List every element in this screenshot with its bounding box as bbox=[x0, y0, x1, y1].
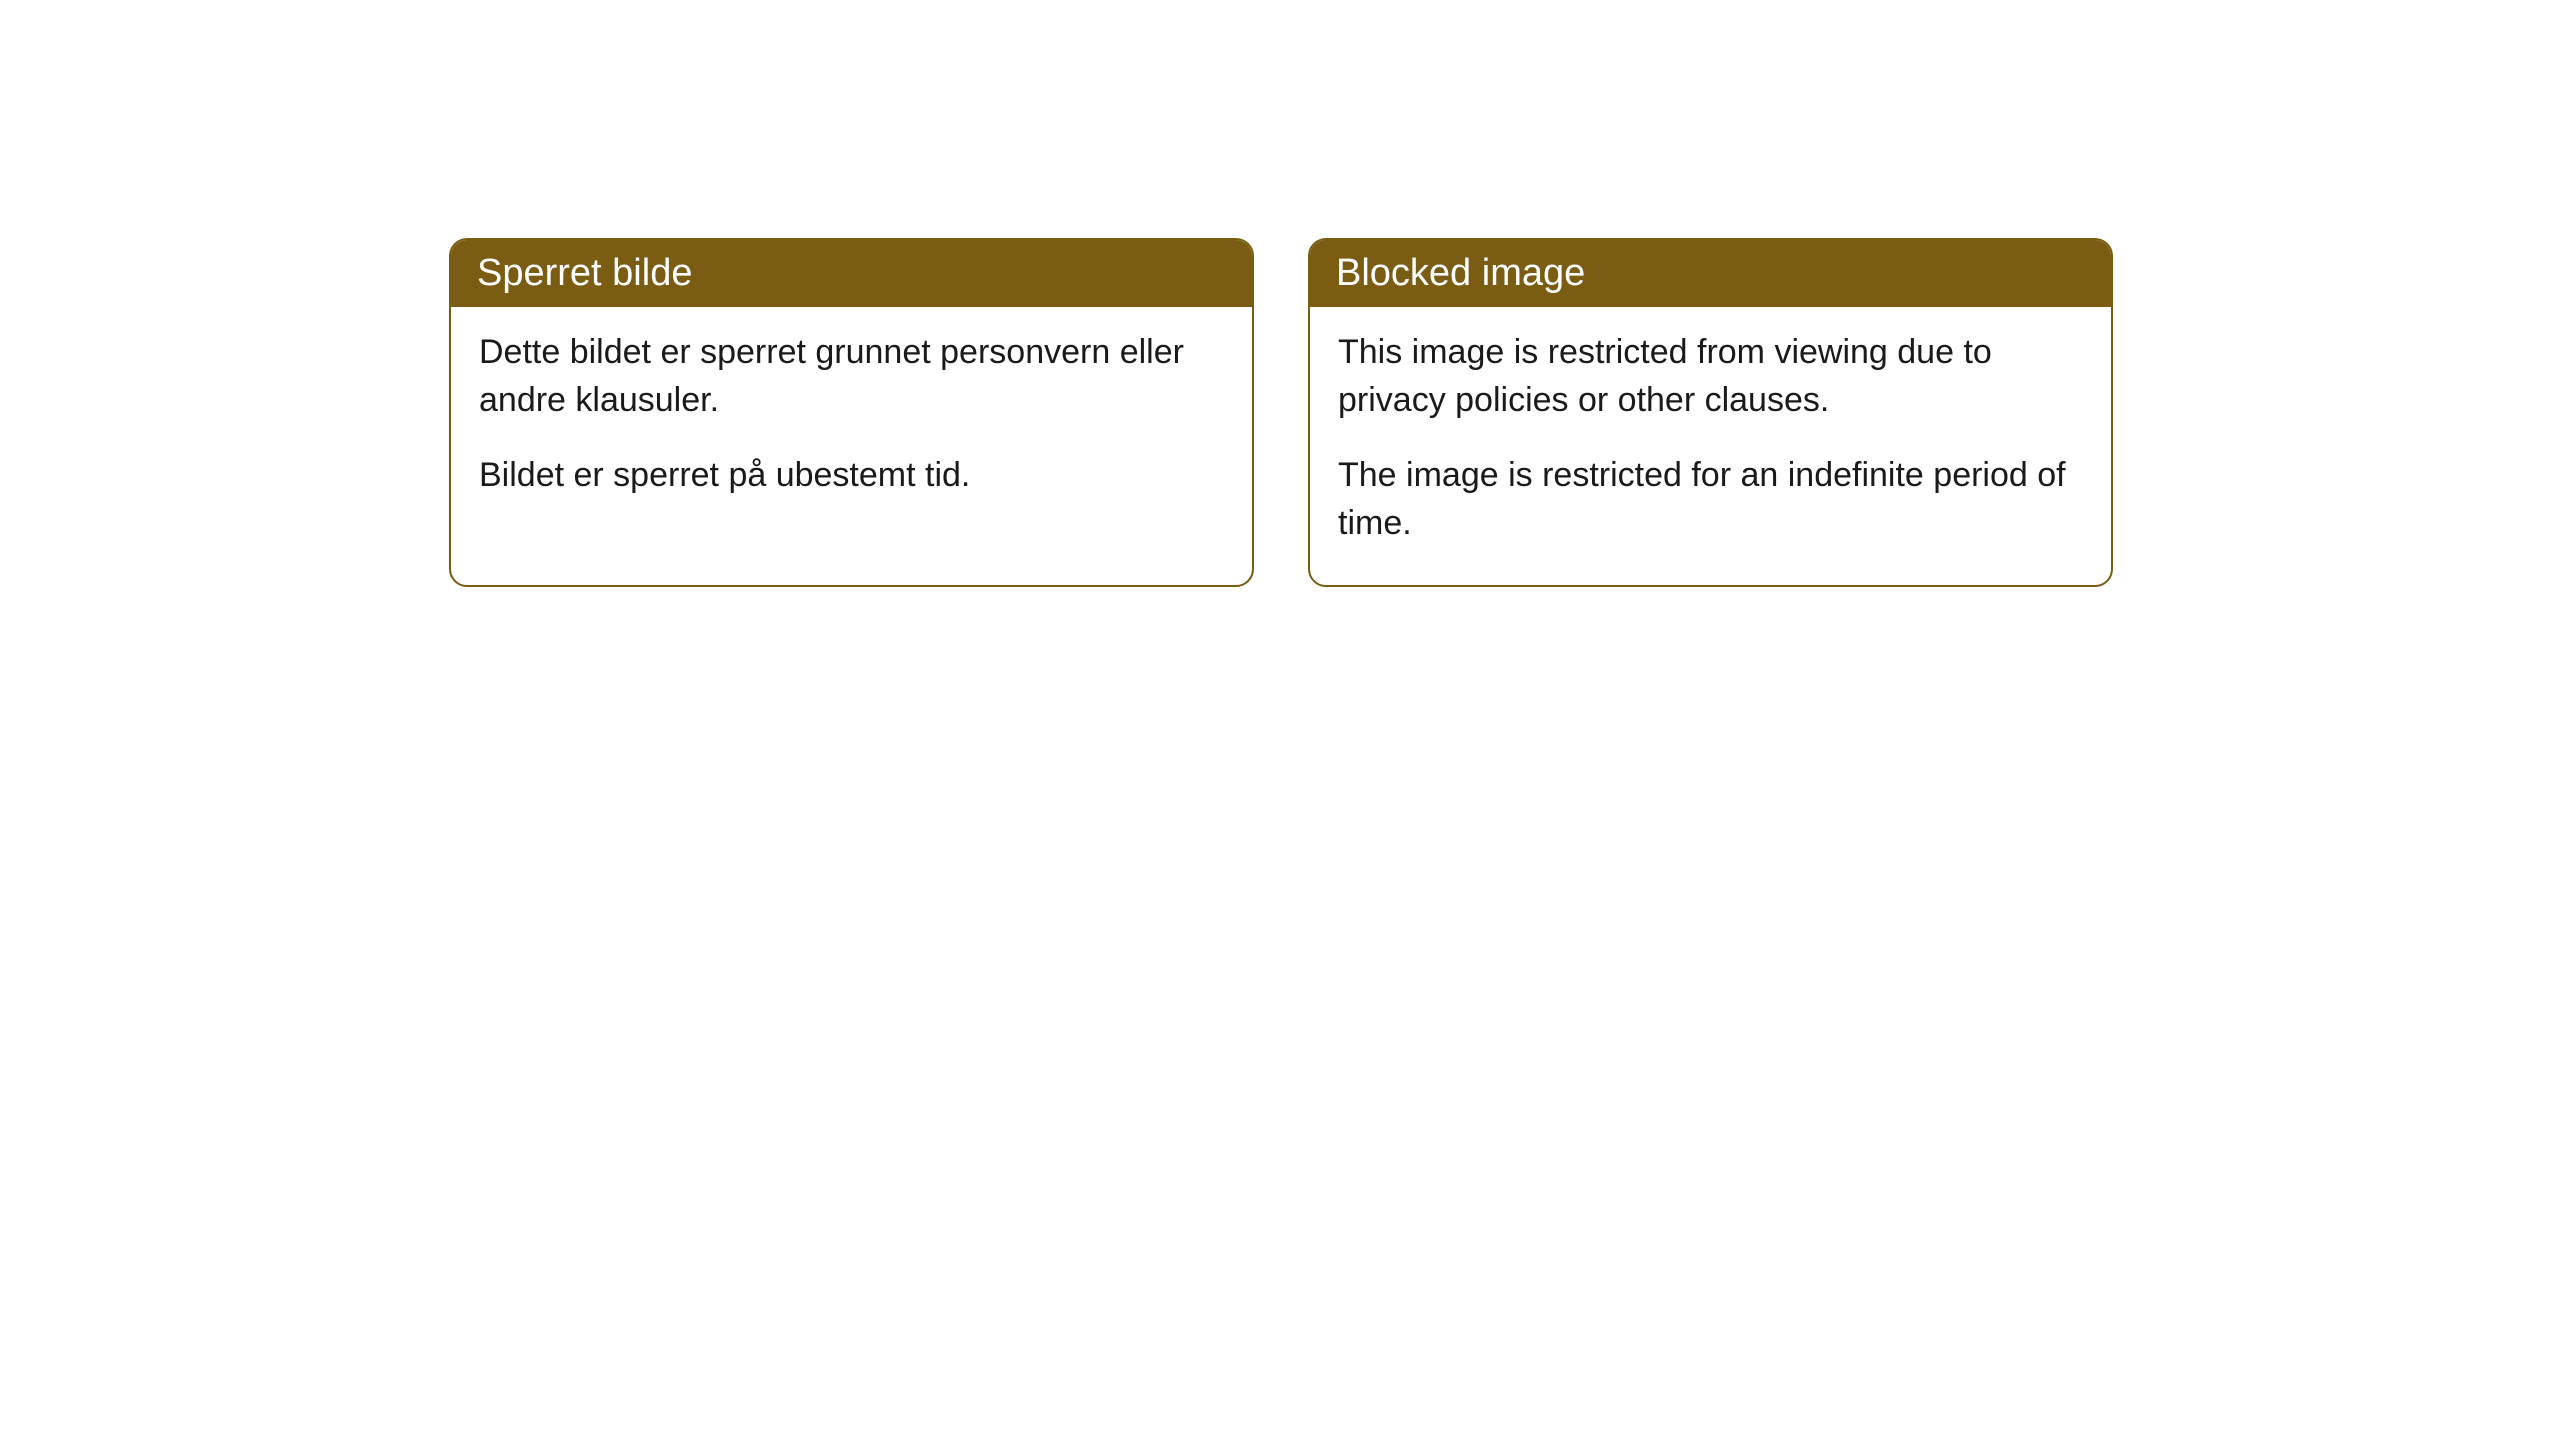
blocked-image-card-norwegian: Sperret bilde Dette bildet er sperret gr… bbox=[449, 238, 1254, 587]
blocked-image-card-english: Blocked image This image is restricted f… bbox=[1308, 238, 2113, 587]
notice-cards-container: Sperret bilde Dette bildet er sperret gr… bbox=[449, 238, 2113, 587]
card-paragraph: The image is restricted for an indefinit… bbox=[1338, 452, 2083, 547]
card-title: Sperret bilde bbox=[477, 252, 692, 294]
card-body-english: This image is restricted from viewing du… bbox=[1310, 307, 2111, 585]
card-header-english: Blocked image bbox=[1310, 240, 2111, 307]
card-header-norwegian: Sperret bilde bbox=[451, 240, 1252, 307]
card-paragraph: Bildet er sperret på ubestemt tid. bbox=[479, 452, 1224, 500]
card-paragraph: Dette bildet er sperret grunnet personve… bbox=[479, 329, 1224, 424]
card-body-norwegian: Dette bildet er sperret grunnet personve… bbox=[451, 307, 1252, 538]
card-paragraph: This image is restricted from viewing du… bbox=[1338, 329, 2083, 424]
card-title: Blocked image bbox=[1336, 252, 1585, 294]
